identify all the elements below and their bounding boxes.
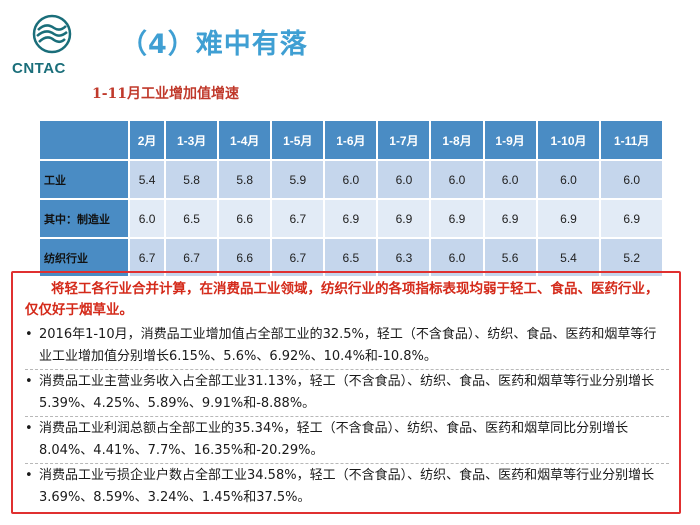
cntac-emblem-icon [32, 14, 72, 54]
table-cell: 6.9 [535, 198, 602, 239]
column-header: 1-9月 [482, 119, 538, 161]
logo-text: CNTAC [12, 60, 66, 77]
column-header: 2月 [127, 119, 167, 161]
table-row: 纺织行业 6.7 6.7 6.6 6.7 6.5 6.3 6.0 5.6 5.4… [38, 237, 664, 278]
table-cell: 5.8 [164, 159, 220, 200]
table-cell: 6.0 [429, 159, 485, 200]
row-label: 其中：制造业 [38, 198, 130, 239]
column-header: 1-10月 [535, 119, 602, 161]
bullet-icon: • [25, 468, 33, 483]
list-item: • 消费品工业主营业务收入占全部工业31.13%，轻工（不含食品）、纺织、食品、医… [25, 371, 669, 417]
table-cell: 6.0 [127, 198, 167, 239]
table-cell: 5.8 [217, 159, 273, 200]
list-item: • 消费品工业利润总额占全部工业的35.34%，轻工（不含食品）、纺织、食品、医药… [25, 418, 669, 464]
bullet-text: 消费品工业主营业务收入占全部工业31.13%，轻工（不含食品）、纺织、食品、医药… [39, 374, 655, 411]
table-cell: 6.0 [323, 159, 379, 200]
column-header: 1-11月 [599, 119, 664, 161]
cntac-logo: CNTAC [12, 14, 84, 84]
table-cell: 6.9 [599, 198, 664, 239]
bullet-text: 2016年1-10月，消费品工业增加值占全部工业的32.5%，轻工（不含食品）、… [39, 327, 657, 364]
bullet-text: 消费品工业利润总额占全部工业的35.34%，轻工（不含食品）、纺织、食品、医药和… [39, 421, 629, 458]
column-header: 1-6月 [323, 119, 379, 161]
table-cell: 5.9 [270, 159, 326, 200]
column-header: 1-3月 [164, 119, 220, 161]
growth-table: 2月 1-3月 1-4月 1-5月 1-6月 1-7月 1-8月 1-9月 1-… [38, 119, 664, 278]
table-cell: 6.7 [270, 198, 326, 239]
summary-bullet-list: • 2016年1-10月，消费品工业增加值占全部工业的32.5%，轻工（不含食品）… [25, 324, 669, 510]
list-item: • 消费品工业亏损企业户数占全部工业34.58%，轻工（不含食品）、纺织、食品、医… [25, 465, 669, 510]
table-cell: 6.0 [535, 159, 602, 200]
bullet-icon: • [25, 374, 33, 389]
table-cell: 6.9 [376, 198, 432, 239]
column-header: 1-7月 [376, 119, 432, 161]
bullet-icon: • [25, 421, 33, 436]
table-cell: 5.4 [127, 159, 167, 200]
list-item: • 2016年1-10月，消费品工业增加值占全部工业的32.5%，轻工（不含食品）… [25, 324, 669, 370]
table-cell: 6.5 [164, 198, 220, 239]
table-cell: 6.9 [482, 198, 538, 239]
table-row: 工业 5.4 5.8 5.8 5.9 6.0 6.0 6.0 6.0 6.0 6… [38, 159, 664, 200]
table-cell: 6.6 [217, 198, 273, 239]
bullet-text: 消费品工业亏损企业户数占全部工业34.58%，轻工（不含食品）、纺织、食品、医药… [39, 468, 655, 505]
bullet-icon: • [25, 327, 33, 342]
column-header: 1-8月 [429, 119, 485, 161]
table-row: 其中：制造业 6.0 6.5 6.6 6.7 6.9 6.9 6.9 6.9 6… [38, 198, 664, 239]
summary-box: 将轻工各行业合并计算，在消费品工业领域，纺织行业的各项指标表现均弱于轻工、食品、… [11, 271, 681, 514]
column-header: 1-4月 [217, 119, 273, 161]
table-cell: 6.0 [482, 159, 538, 200]
row-label: 工业 [38, 159, 130, 200]
table-cell: 6.0 [429, 237, 485, 278]
table-cell: 6.9 [429, 198, 485, 239]
table-header-row: 2月 1-3月 1-4月 1-5月 1-6月 1-7月 1-8月 1-9月 1-… [38, 119, 664, 161]
table-cell: 6.0 [599, 159, 664, 200]
column-header: 1-5月 [270, 119, 326, 161]
table-cell: 6.9 [323, 198, 379, 239]
summary-highlight: 将轻工各行业合并计算，在消费品工业领域，纺织行业的各项指标表现均弱于轻工、食品、… [25, 281, 659, 318]
table-cell: 6.0 [376, 159, 432, 200]
table-title: 1-11月工业增加值增速 [92, 86, 240, 102]
page-title: （4）难中有落 [120, 29, 308, 60]
table-corner-cell [38, 119, 130, 161]
